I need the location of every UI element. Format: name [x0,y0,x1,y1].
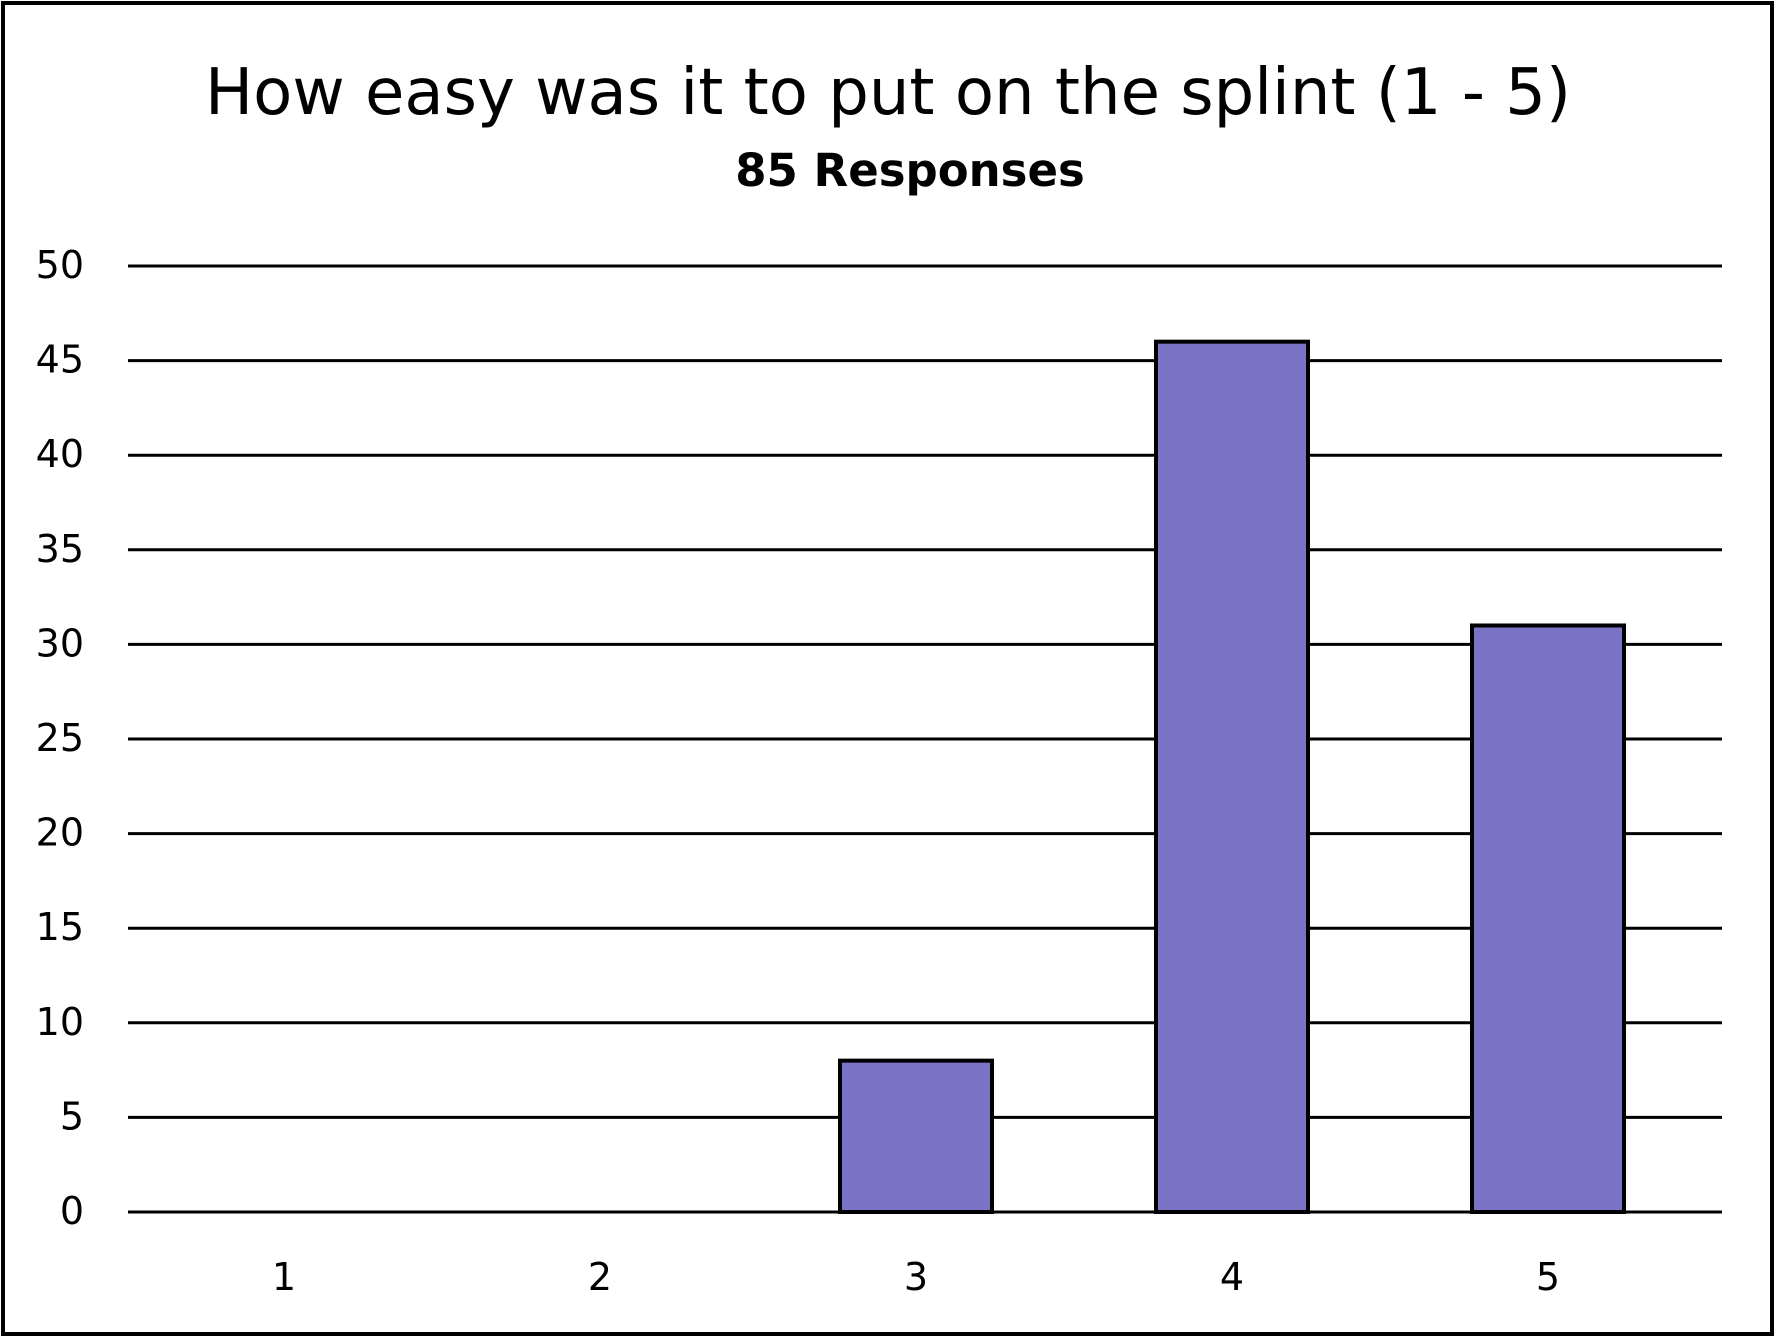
y-tick-label: 20 [36,811,84,855]
x-tick-label: 4 [1220,1255,1244,1299]
x-tick-label: 3 [904,1255,928,1299]
y-tick-label: 45 [36,338,84,382]
bar-4 [1154,339,1310,1214]
y-tick-label: 5 [60,1094,84,1138]
chart-subtitle: 85 Responses [735,144,1085,197]
bar-3 [838,1058,994,1215]
y-tick-label: 10 [36,1000,84,1044]
gridlines [128,264,1722,1214]
x-tick-label: 5 [1536,1255,1560,1299]
y-tick-label: 25 [36,716,84,760]
y-tick-label: 40 [36,432,84,476]
x-axis-tick-labels: 1 2 3 4 5 [272,1255,1560,1299]
bars [838,339,1626,1215]
y-tick-label: 0 [60,1189,84,1233]
x-tick-label: 2 [588,1255,612,1299]
x-tick-label: 1 [272,1255,296,1299]
y-tick-label: 35 [36,527,84,571]
y-tick-label: 50 [36,243,84,287]
y-tick-label: 15 [36,905,84,949]
y-axis-tick-labels: 0 5 10 15 20 25 30 35 40 45 50 [36,243,84,1233]
chart-title: How easy was it to put on the splint (1 … [205,56,1571,130]
bar-5 [1470,623,1626,1214]
y-tick-label: 30 [36,621,84,665]
